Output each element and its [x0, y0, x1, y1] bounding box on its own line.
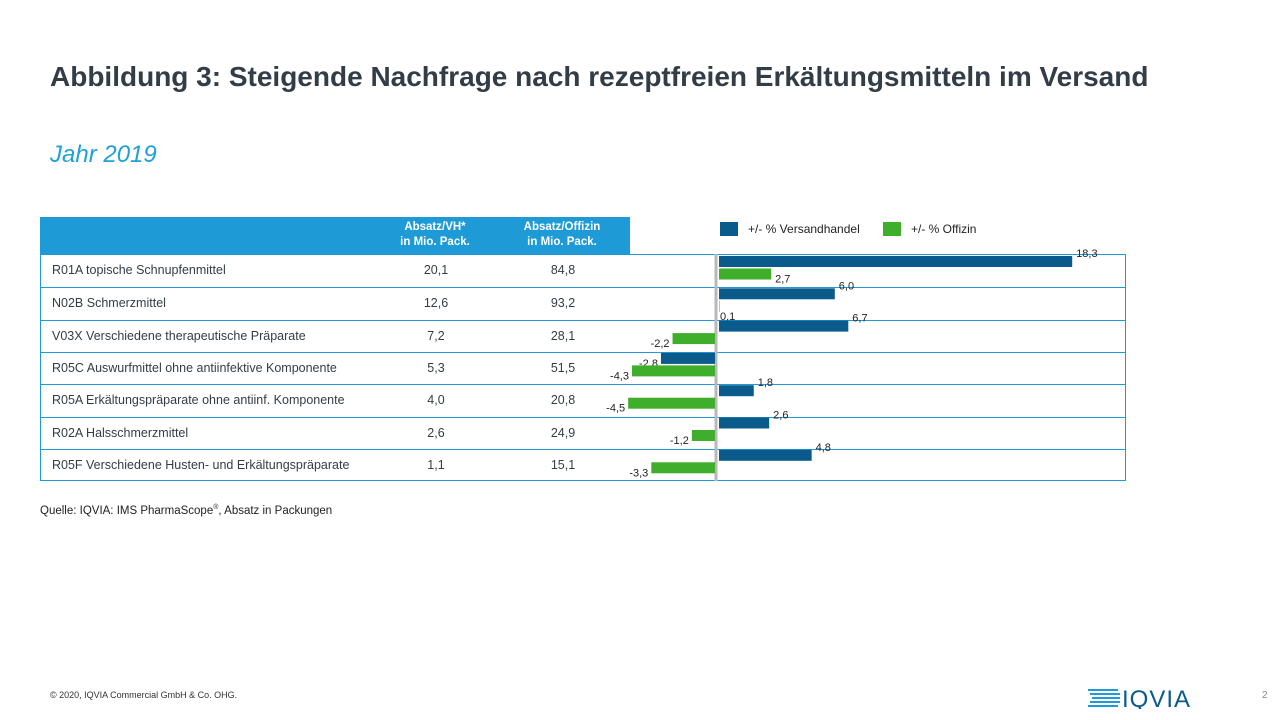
bar-offizin	[651, 462, 715, 474]
header-absatz-vh: Absatz/VH* in Mio. Pack.	[400, 221, 470, 248]
bar-offizin	[628, 397, 715, 409]
table-row: R01A topische Schnupfenmittel 20,1 84,8	[41, 255, 1125, 287]
table-row: V03X Verschiedene therapeutische Präpara…	[41, 319, 1125, 352]
row-absatz-vh: 7,2	[427, 328, 445, 343]
row-category: R05A Erkältungspräparate ohne antiinf. K…	[52, 393, 345, 408]
label-versandhandel: 6,7	[852, 313, 867, 325]
source-note: Quelle: IQVIA: IMS PharmaScope®, Absatz …	[40, 504, 332, 517]
table-row: R05C Auswurfmittel ohne antiinfektive Ko…	[41, 351, 1125, 384]
row-category: N02B Schmerzmittel	[52, 296, 166, 311]
label-versandhandel: 1,8	[758, 377, 773, 389]
bar-versandhandel	[719, 385, 754, 397]
copyright: © 2020, IQVIA Commercial GmbH & Co. OHG.	[50, 690, 238, 700]
registered-mark: ®	[213, 504, 219, 511]
label-offizin: -4,5	[606, 403, 625, 415]
row-absatz-vh: 20,1	[423, 263, 449, 277]
row-absatz-offizin: 24,9	[550, 425, 576, 440]
row-absatz-offizin: 84,8	[550, 263, 576, 277]
label-offizin: -1,2	[670, 435, 689, 447]
bar-offizin	[719, 300, 720, 312]
source-text-suffix: , Absatz in Packungen	[218, 504, 333, 517]
row-category: R01A topische Schnupfenmittel	[52, 263, 226, 277]
row-absatz-offizin: 51,5	[550, 360, 576, 375]
label-versandhandel: 2,6	[773, 410, 788, 422]
row-absatz-vh: 1,1	[427, 457, 445, 472]
legend-swatch-offizin	[883, 222, 901, 236]
row-absatz-vh: 4,0	[427, 393, 445, 408]
table-row: R05A Erkältungspräparate ohne antiinf. K…	[41, 384, 1125, 416]
legend-label-versand: +/- % Versandhandel	[748, 222, 860, 236]
data-table: R01A topische Schnupfenmittel 20,1 84,8 N02…	[40, 254, 1126, 481]
bar-versandhandel	[719, 449, 812, 461]
header-absatz-offizin: Absatz/Offizin in Mio. Pack.	[523, 221, 601, 248]
bar-offizin	[672, 333, 715, 345]
table-header: Absatz/VH* in Mio. Pack. Absatz/Offizin …	[40, 217, 630, 254]
page-title: Abbildung 3: Steigende Nachfrage nach re…	[50, 61, 1149, 92]
bar-versandhandel	[719, 417, 770, 429]
row-absatz-vh: 5,3	[427, 360, 445, 375]
svg-text:IQVIA: IQVIA	[1122, 686, 1191, 709]
bar-offizin	[632, 365, 715, 377]
label-offizin: -3,3	[629, 467, 648, 479]
row-category: R05F Verschiedene Husten- und Erkältungs…	[52, 457, 350, 472]
row-absatz-vh: 12,6	[423, 296, 449, 311]
row-absatz-offizin: 93,2	[550, 296, 576, 311]
label-offizin: -2,2	[651, 338, 670, 350]
row-absatz-offizin: 20,8	[550, 393, 576, 408]
legend-label-offizin: +/- % Offizin	[911, 222, 977, 236]
source-text: Quelle: IQVIA: IMS PharmaScope	[40, 504, 214, 517]
iqvia-logo: IQVIA	[1088, 685, 1210, 714]
label-offizin: 2,7	[775, 274, 790, 286]
table-row: N02B Schmerzmittel 12,6 93,2	[41, 287, 1125, 319]
bar-versandhandel	[719, 288, 835, 300]
bar-offizin	[719, 268, 772, 280]
page-number: 2	[1262, 690, 1268, 701]
table-row: R02A Halsschmerzmittel 2,6 24,9	[41, 416, 1125, 449]
row-category: V03X Verschiedene therapeutische Präpara…	[52, 328, 306, 343]
row-absatz-offizin: 15,1	[550, 457, 576, 472]
row-category: R02A Halsschmerzmittel	[52, 425, 189, 440]
row-category: R05C Auswurfmittel ohne antiinfektive Ko…	[52, 360, 337, 375]
label-versandhandel: 4,8	[816, 442, 831, 454]
table-row: R05F Verschiedene Husten- und Erkältungs…	[41, 448, 1125, 481]
row-absatz-offizin: 28,1	[550, 328, 576, 343]
legend-swatch-versand	[720, 222, 738, 236]
label-versandhandel: 18,3	[1076, 248, 1097, 260]
bar-offizin	[691, 430, 715, 441]
bar-versandhandel	[719, 256, 1073, 267]
label-offizin: -4,3	[610, 370, 629, 382]
row-absatz-vh: 2,6	[427, 425, 445, 440]
label-offizin: 0,1	[720, 311, 735, 323]
bar-versandhandel	[719, 320, 849, 332]
label-versandhandel: 6,0	[839, 280, 854, 292]
bar-versandhandel	[660, 352, 715, 364]
page-subtitle: Jahr 2019	[50, 141, 157, 168]
